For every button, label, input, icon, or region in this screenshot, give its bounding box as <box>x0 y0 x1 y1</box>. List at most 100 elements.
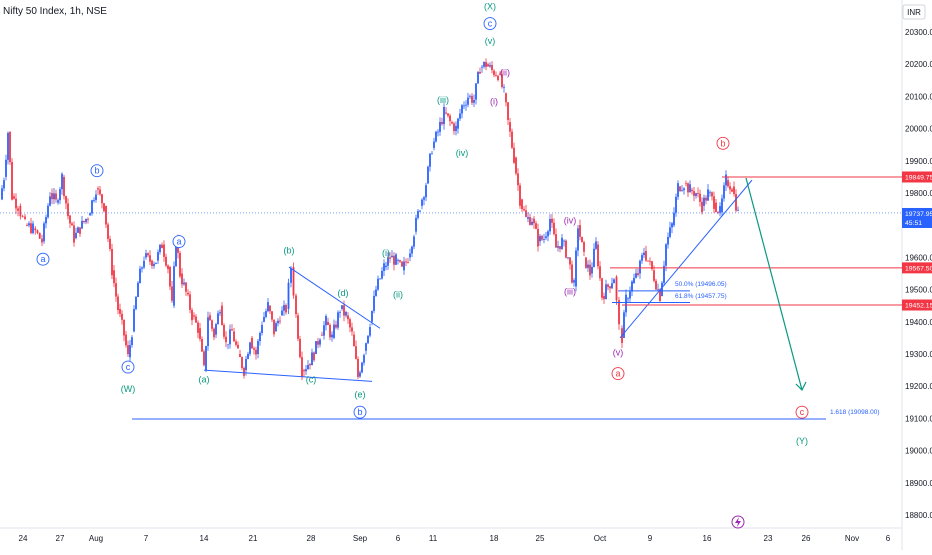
candle-body <box>709 192 711 194</box>
candle-body <box>695 193 697 196</box>
candle-body <box>507 102 509 120</box>
candle-body <box>279 320 281 322</box>
candle-body <box>641 255 643 261</box>
triangle-upper-line <box>288 266 381 329</box>
candle-body <box>235 341 237 345</box>
candle-body <box>61 173 63 190</box>
y-tick-label: 20200.00 <box>905 60 932 69</box>
price-tag-text: 19849.75 <box>905 174 932 181</box>
candle-body <box>71 223 73 226</box>
x-tick-label: 7 <box>144 534 149 543</box>
candle-body <box>633 277 635 284</box>
candle-body <box>157 252 159 261</box>
wave-label: (iii) <box>437 95 449 105</box>
wave-label: b <box>720 138 725 148</box>
candle-body <box>123 319 125 336</box>
x-tick-label: 6 <box>886 534 891 543</box>
candle-body <box>471 95 473 103</box>
candle-body <box>28 223 30 226</box>
wave-label: (b) <box>284 246 295 256</box>
candle-body <box>187 292 189 295</box>
candle-body <box>517 173 519 186</box>
candle-body <box>269 305 271 312</box>
candle-body <box>715 202 717 212</box>
overlay-layer: 50.0% (19496.05) 61.8% (19457.75) 1.618 (1… <box>0 176 902 420</box>
candle-body <box>239 354 241 358</box>
y-tick-label: 19500.00 <box>905 286 932 295</box>
candle-body <box>711 192 713 197</box>
candle-body <box>221 305 223 325</box>
wave-label: a <box>176 237 181 247</box>
candle-body <box>729 186 731 190</box>
candle-body <box>627 298 629 300</box>
candle-body <box>1 188 3 200</box>
candle-body <box>175 243 177 267</box>
candle-body <box>531 221 533 225</box>
candle-body <box>597 244 599 267</box>
candle-body <box>667 236 669 245</box>
candle-body <box>375 289 377 296</box>
candle-body <box>419 210 421 212</box>
candle-body <box>469 95 471 97</box>
candle-body <box>347 315 349 320</box>
candle-body <box>51 193 53 200</box>
candle-body <box>365 343 367 351</box>
candle-body <box>407 262 409 263</box>
wave-circle <box>716 136 730 150</box>
candle-body <box>703 197 705 206</box>
candle-body <box>24 216 26 219</box>
candle-body <box>247 353 249 359</box>
candle-body <box>727 180 729 187</box>
candle-body <box>671 223 673 228</box>
candle-body <box>473 100 475 103</box>
wave-circle <box>483 17 497 30</box>
candle-body <box>705 197 707 201</box>
candle-body <box>515 157 517 174</box>
candle-body <box>421 199 423 206</box>
candle-body <box>539 236 541 242</box>
candle-body <box>491 65 493 71</box>
candle-body <box>399 260 401 262</box>
candle-body <box>677 183 679 197</box>
candle-body <box>323 325 325 336</box>
x-tick-label: 24 <box>19 534 28 543</box>
candle-body <box>335 324 337 328</box>
candle-body <box>603 296 605 300</box>
currency-button[interactable] <box>902 4 926 20</box>
candle-body <box>297 315 299 339</box>
candle-body <box>43 223 45 242</box>
candle-body <box>355 346 357 359</box>
candle-body <box>119 308 121 314</box>
candle-body <box>99 189 101 195</box>
candle-body <box>571 264 573 283</box>
candle-body <box>111 248 113 276</box>
candle-body <box>693 191 695 196</box>
candle-body <box>583 242 585 252</box>
candle-body <box>381 270 383 279</box>
candle-body <box>367 335 369 344</box>
candle-body <box>339 312 341 313</box>
candle-body <box>231 329 233 331</box>
candle-body <box>89 213 91 216</box>
candle-body <box>273 319 275 335</box>
candle-body <box>601 278 603 298</box>
candle-body <box>143 260 145 268</box>
candle-body <box>391 255 393 258</box>
candle-body <box>455 125 457 132</box>
candle-body <box>117 296 119 311</box>
candle-body <box>275 323 277 332</box>
lightning-icon[interactable] <box>731 515 745 529</box>
candle-body <box>609 286 611 289</box>
y-tick-label: 19900.00 <box>905 157 932 166</box>
candle-body <box>423 197 425 200</box>
candle-body <box>171 286 173 301</box>
candle-body <box>305 369 307 372</box>
candle-body <box>257 341 259 354</box>
candle-body <box>543 239 545 240</box>
wave-circle <box>353 405 367 419</box>
candle-body <box>483 61 485 67</box>
candle-body <box>611 283 613 289</box>
candle-body <box>233 331 235 342</box>
x-tick-label: 21 <box>249 534 258 543</box>
candle-body <box>271 311 273 320</box>
